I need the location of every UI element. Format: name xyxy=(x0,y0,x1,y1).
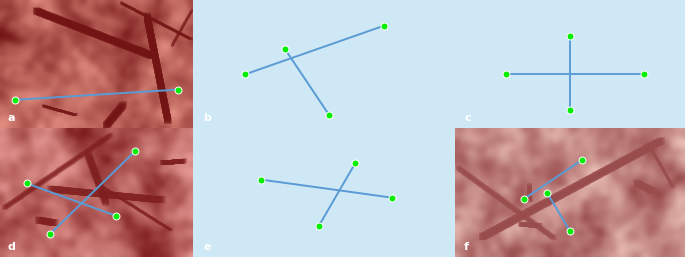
Text: d: d xyxy=(8,242,16,252)
PathPatch shape xyxy=(193,128,455,257)
Text: b: b xyxy=(203,113,212,123)
Text: a: a xyxy=(8,113,15,123)
Text: c: c xyxy=(464,113,471,123)
Text: e: e xyxy=(203,242,211,252)
Text: f: f xyxy=(464,242,469,252)
PathPatch shape xyxy=(193,0,455,128)
PathPatch shape xyxy=(455,0,685,128)
